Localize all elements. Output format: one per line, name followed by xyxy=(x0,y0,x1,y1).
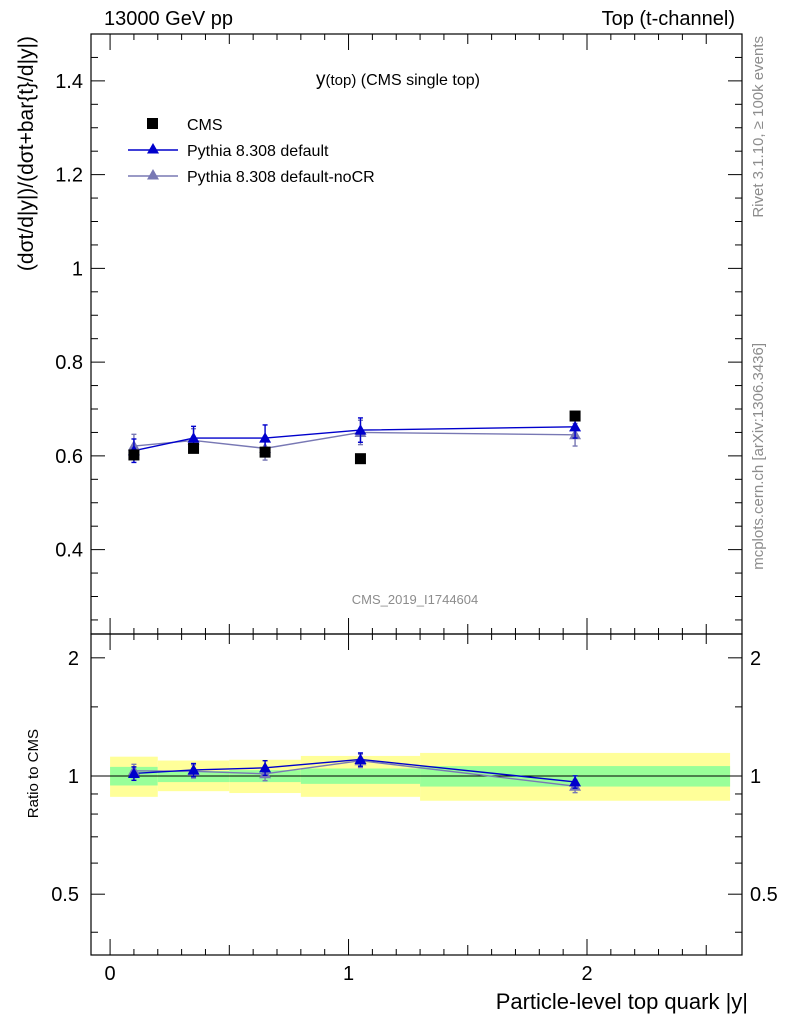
x-tick-label: 2 xyxy=(581,963,592,985)
y-axis-label: (dσt/d|y|)/(dσt+bar{t}/d|y|) xyxy=(15,36,38,271)
ratio-point xyxy=(259,761,272,773)
y-tick-label: 0.8 xyxy=(55,352,83,374)
y-tick-label: 1.4 xyxy=(55,71,83,93)
ratio-point xyxy=(127,767,140,778)
series-line xyxy=(133,426,576,452)
plot-title: y(top) (CMS single top) xyxy=(316,69,480,90)
data-point xyxy=(569,420,582,432)
rivet-label: Rivet 3.1.10, ≥ 100k events xyxy=(750,36,767,218)
ratio-point xyxy=(187,763,200,775)
x-axis-label: Particle-level top quark |y| xyxy=(496,989,748,1014)
y-tick-label: 1 xyxy=(72,258,83,280)
y-tick-label: 0.6 xyxy=(55,446,83,468)
legend-marker xyxy=(147,169,159,180)
legend-marker xyxy=(147,143,159,154)
ratio-y-tick-label: 2 xyxy=(68,648,79,670)
cms-data-point xyxy=(354,453,366,465)
x-tick-label: 1 xyxy=(343,963,354,985)
ratio-point xyxy=(354,753,367,764)
data-point xyxy=(259,432,272,443)
cms-data-point xyxy=(569,410,581,422)
y-tick-label: 1.2 xyxy=(55,165,83,187)
series-line xyxy=(133,431,576,450)
ratio-y-tick-label: 1 xyxy=(68,766,79,788)
analysis-watermark: CMS_2019_I1744604 xyxy=(352,592,479,607)
data-point xyxy=(187,432,200,443)
ratio-y-tick-label-right: 0.5 xyxy=(750,884,778,906)
legend-label: CMS xyxy=(187,117,223,134)
ratio-frame xyxy=(90,633,743,956)
ratio-y-tick-label: 0.5 xyxy=(51,884,79,906)
y-tick-label: 0.4 xyxy=(55,540,83,562)
legend-marker-cms xyxy=(147,118,158,129)
legend-label: Pythia 8.308 default xyxy=(187,143,329,160)
cms-data-point xyxy=(259,446,271,458)
ratio-y-tick-label-right: 2 xyxy=(750,648,761,670)
mcplots-label: mcplots.cern.ch [arXiv:1306.3436] xyxy=(750,343,767,570)
cms-data-point xyxy=(128,449,140,461)
cms-data-point xyxy=(188,442,200,454)
ratio-y-axis-label: Ratio to CMS xyxy=(25,729,42,818)
header-left: 13000 GeV pp xyxy=(104,8,233,30)
data-point xyxy=(354,424,367,435)
legend-label: Pythia 8.308 default-noCR xyxy=(187,169,375,186)
x-tick-label: 0 xyxy=(105,963,116,985)
ratio-y-tick-label-right: 1 xyxy=(750,766,761,788)
header-right: Top (t-channel) xyxy=(601,8,735,30)
ratio-point xyxy=(569,775,582,787)
